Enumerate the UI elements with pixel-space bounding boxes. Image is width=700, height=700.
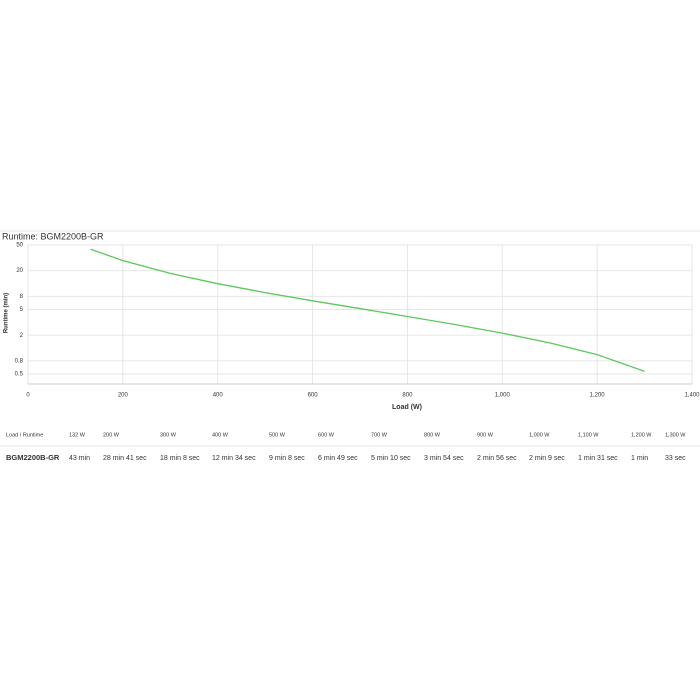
table-header: 800 W [424,432,441,438]
table-header: 200 W [103,432,120,438]
table-header: 700 W [371,432,388,438]
y-tick-label: 8 [20,294,24,300]
table-header: 1,000 W [529,432,550,438]
chart-title: Runtime: BGM2200B-GR [2,231,104,241]
table-header: 1,200 W [631,432,652,438]
table-header: 400 W [212,432,229,438]
table-header: 1,300 W [665,432,686,438]
table-header: 600 W [318,432,335,438]
table-cell: 9 min 8 sec [269,455,305,462]
table-header: 900 W [477,432,494,438]
table-cell: 6 min 49 sec [318,455,358,462]
table-header: 300 W [160,432,177,438]
table-cell: 28 min 41 sec [103,455,147,462]
table-cell: 1 min 31 sec [578,455,618,462]
x-tick-label: 600 [308,393,319,399]
table-cell: 5 min 10 sec [371,455,411,462]
table-cell: BGM2200B-GR [6,453,60,462]
y-axis-label: Runtime (min) [4,293,10,333]
x-tick-label: 0 [26,393,30,399]
table-cell: 33 sec [665,455,686,462]
y-tick-label: 20 [16,268,23,274]
table-cell: 18 min 8 sec [160,455,200,462]
table-cell: 2 min 56 sec [477,455,517,462]
y-tick-label: 2 [20,333,24,339]
x-tick-label: 400 [213,393,224,399]
x-tick-label: 1,000 [495,393,511,399]
y-tick-label: 0.8 [15,358,24,364]
x-tick-label: 1,200 [590,393,606,399]
runtime-line [90,248,645,372]
y-tick-label: 0.5 [15,372,24,378]
table-cell: 2 min 9 sec [529,455,565,462]
table-header: 132 W [69,432,86,438]
y-tick-label: 50 [16,243,23,249]
x-axis-label: Load (W) [392,404,422,411]
table-header: Load / Runtime [6,432,43,438]
table-cell: 1 min [631,455,648,462]
x-tick-label: 800 [402,393,413,399]
table-cell: 43 min [69,455,90,462]
x-tick-label: 1,400 [684,393,700,399]
table-header: 1,100 W [578,432,599,438]
table-header: 500 W [269,432,286,438]
x-tick-label: 200 [118,393,129,399]
y-tick-label: 5 [20,307,24,313]
table-cell: 3 min 54 sec [424,455,464,462]
table-cell: 12 min 34 sec [212,455,256,462]
